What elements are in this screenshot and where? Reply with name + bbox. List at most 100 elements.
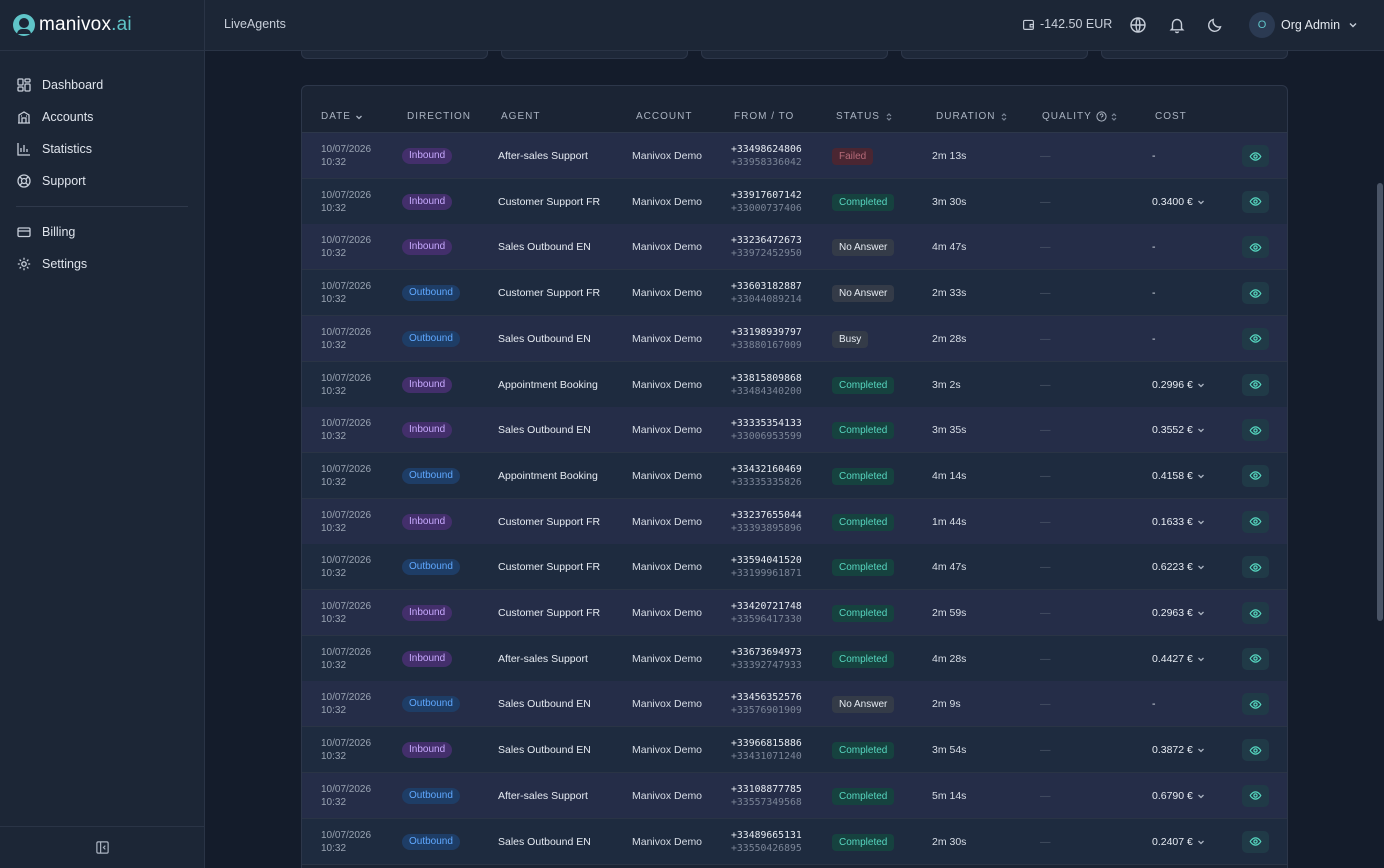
status-badge: Completed [832,559,895,577]
from-number: +33673694973 [731,646,802,658]
table-row[interactable]: 10/07/2026 10:32 Outbound Sales Outbound EN… [302,315,1287,362]
collapse-sidebar-icon[interactable] [95,840,110,855]
table-row[interactable]: 10/07/2026 10:32 Inbound Sales Outbound EN M… [302,224,1287,271]
column-header-status[interactable]: STATUS [836,111,893,122]
from-to: +33489665131 +33550426895 [731,829,802,855]
agent-name: Customer Support FR [498,287,601,300]
column-header-duration[interactable]: DURATION [936,111,1008,122]
agent-name: Customer Support FR [498,607,601,619]
column-header-date[interactable]: DATE [321,111,363,122]
view-call-button[interactable] [1242,830,1269,853]
sidebar-item-accounts[interactable]: Accounts [16,101,188,133]
call-cost[interactable]: 0.2407 € [1152,836,1205,848]
logo[interactable]: manivox.ai [0,0,204,51]
call-date-day: 10/07/2026 [321,646,372,658]
view-call-button[interactable] [1242,693,1269,716]
to-number: +33006953599 [731,431,802,443]
direction-badge: Inbound [402,193,453,210]
sidebar-item-label: Settings [42,257,88,271]
view-call-button[interactable] [1242,602,1269,624]
sidebar-item-statistics[interactable]: Statistics [16,133,188,165]
user-name: Org Admin [1281,18,1341,32]
eye-icon [1249,745,1262,755]
view-call-button[interactable] [1242,373,1269,396]
from-to: +33815809868 +33484340200 [731,372,802,398]
table-row[interactable]: 10/07/2026 10:32 Inbound Customer Support F… [302,590,1287,636]
sidebar-item-support[interactable]: Support [16,165,188,197]
table-row[interactable]: 10/07/2026 10:32 Outbound After-sales Suppo… [302,772,1287,819]
view-call-button[interactable] [1242,739,1269,762]
sidebar-item-settings[interactable]: Settings [16,248,188,280]
column-header-label: DATE [321,111,351,122]
view-call-button[interactable] [1242,236,1269,259]
globe-icon[interactable] [1129,16,1147,34]
account-name: Manivox Demo [632,287,703,300]
call-cost[interactable]: 0.6790 € [1152,790,1205,802]
help-icon[interactable] [1096,111,1107,122]
page-scrollbar[interactable] [1376,51,1384,868]
call-cost[interactable]: 0.3552 € [1152,424,1205,436]
table-row[interactable]: 10/07/2026 10:32 Inbound Sales Outbound EN M… [302,407,1287,454]
call-cost[interactable]: 0.1633 € [1152,516,1205,528]
view-call-button[interactable] [1242,282,1269,305]
call-cost[interactable]: 0.6223 € [1152,561,1205,573]
from-number: +33198939797 [731,326,802,338]
call-date-day: 10/07/2026 [321,601,372,612]
sidebar-item-dashboard[interactable]: Dashboard [16,69,188,101]
account-name: Manivox Demo [632,744,703,757]
table-row[interactable]: 10/07/2026 10:32 Outbound Sales Outbound EN… [302,818,1287,865]
status-badge: Completed [832,467,895,485]
stat-card [501,51,688,59]
call-date-time: 10:32 [321,796,347,808]
status-badge: Completed [832,193,895,211]
table-row[interactable]: 10/07/2026 10:32 Outbound Sales Outbound EN… [302,681,1287,728]
table-row[interactable]: 10/07/2026 10:32 Inbound After-sales Suppor… [302,635,1287,682]
status-badge: Completed [832,376,895,394]
direction-badge: Outbound [402,467,460,484]
view-call-button[interactable] [1242,464,1269,487]
call-quality: — [1040,469,1051,482]
from-to: +33237655044 +33393895896 [731,509,802,535]
chevron-down-icon [1197,565,1204,570]
user-menu[interactable]: O Org Admin [1249,12,1358,38]
moon-icon[interactable] [1206,16,1224,34]
scroll-thumb[interactable] [1377,183,1383,621]
view-call-button[interactable] [1242,510,1269,533]
view-call-button[interactable] [1242,556,1269,579]
table-row[interactable]: 10/07/2026 10:32 Inbound Appointment Bookin… [302,361,1287,408]
direction-badge: Inbound [402,513,453,530]
view-call-button[interactable] [1242,190,1269,213]
view-call-button[interactable] [1242,145,1269,167]
balance-display[interactable]: -142.50 EUR [1022,17,1112,31]
call-cost[interactable]: 0.3400 € [1152,196,1205,208]
call-cost[interactable]: 0.4427 € [1152,653,1205,665]
table-row[interactable]: 10/07/2026 10:32 Outbound Appointment Booki… [302,452,1287,499]
view-call-button[interactable] [1242,647,1269,670]
call-date-time: 10:32 [321,202,347,214]
table-row[interactable]: 10/07/2026 10:32 Inbound Sales Outbound EN M… [302,727,1287,774]
call-cost[interactable]: 0.3872 € [1152,744,1205,756]
sidebar-item-billing[interactable]: Billing [16,216,188,248]
call-cost[interactable]: 0.2996 € [1152,379,1205,391]
account-name: Manivox Demo [632,469,703,482]
call-cost[interactable]: 0.2963 € [1152,607,1205,619]
table-row[interactable]: 10/07/2026 10:32 Inbound After-sales Suppor… [302,133,1287,179]
eye-icon [1249,197,1262,206]
call-cost[interactable]: 0.4158 € [1152,470,1205,482]
call-cost-value: - [1152,241,1156,254]
view-call-button[interactable] [1242,784,1269,807]
call-duration: 2m 9s [932,698,961,711]
column-header-quality[interactable]: QUALITY [1042,111,1118,122]
table-row[interactable]: 10/07/2026 10:32 Inbound Customer Support F… [302,498,1287,545]
view-call-button[interactable] [1242,327,1269,350]
call-date: 10/07/2026 10:32 [321,554,371,580]
table-row[interactable]: 10/07/2026 10:32 Outbound Customer Support … [302,270,1287,317]
column-header-label: FROM / TO [734,111,795,122]
table-row[interactable]: 10/07/2026 10:32 Outbound Customer Support … [302,544,1287,591]
table-row[interactable]: 10/07/2026 10:32 Inbound Customer Support F… [302,178,1287,225]
to-number: +33958336042 [731,157,802,168]
call-quality: — [1040,789,1051,802]
bell-icon[interactable] [1168,16,1186,34]
view-call-button[interactable] [1242,419,1269,442]
call-date: 10/07/2026 10:32 [321,234,371,260]
